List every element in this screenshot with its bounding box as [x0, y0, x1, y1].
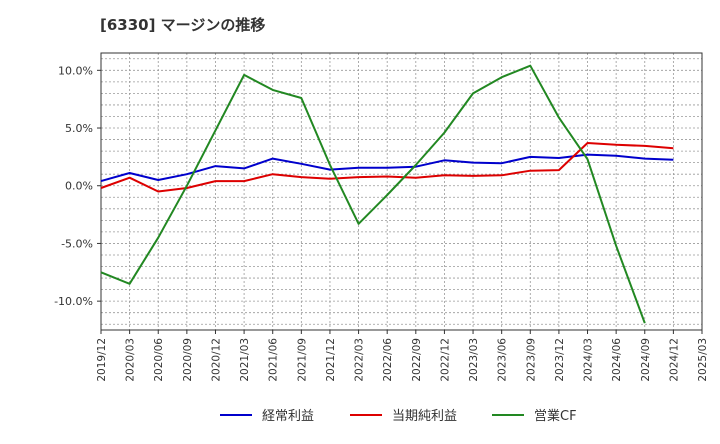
- series-line-2: [100, 142, 674, 193]
- x-tick-label: 2022/09: [411, 338, 423, 382]
- series-lines: [100, 64, 674, 324]
- x-tick-label: 2024/09: [640, 338, 652, 382]
- axes: 10.0% 5.0% 0.0% -5.0% -10.0% 2019/12 2020/03 20…: [54, 52, 709, 382]
- series-line-1: [100, 153, 674, 183]
- y-tick-label: 0.0%: [65, 180, 93, 193]
- x-tick-label: 2022/06: [382, 338, 394, 382]
- x-tick-label: 2024/03: [583, 338, 595, 382]
- legend-label-3: 営業CF: [534, 408, 577, 424]
- y-tick-label: 10.0%: [58, 64, 93, 77]
- x-tick-label: 2023/03: [468, 338, 480, 382]
- legend-label-2: 当期純利益: [392, 409, 457, 424]
- x-tick-label: 2025/03: [697, 338, 709, 382]
- x-tick-label: 2024/06: [611, 338, 623, 382]
- x-tick-label: 2022/12: [439, 338, 451, 382]
- x-tick-label: 2020/03: [125, 338, 137, 382]
- x-tick-label: 2021/03: [239, 338, 251, 382]
- x-tick-label: 2019/12: [96, 338, 108, 382]
- x-tick-label: 2020/12: [210, 338, 222, 382]
- x-tick-label: 2023/09: [525, 338, 537, 382]
- legend: 経常利益 当期純利益 営業CF: [220, 408, 577, 424]
- x-tick-label: 2024/12: [668, 338, 680, 382]
- x-tick-label: 2020/09: [182, 338, 194, 382]
- series-line-3: [100, 64, 646, 324]
- plot-frame: [100, 52, 703, 331]
- x-tick-label: 2021/12: [325, 338, 337, 382]
- x-tick-label: 2020/06: [153, 338, 165, 382]
- legend-label-1: 経常利益: [262, 409, 314, 424]
- x-tick-label: 2021/09: [296, 338, 308, 382]
- x-tick-label: 2022/03: [354, 338, 366, 382]
- x-tick-label: 2023/06: [497, 338, 509, 382]
- y-tick-label: 5.0%: [65, 122, 93, 135]
- grid: [100, 53, 703, 330]
- chart-title: [6330] マージンの推移: [100, 16, 266, 34]
- x-tick-label: 2021/06: [268, 338, 280, 382]
- x-tick-label: 2023/12: [554, 338, 566, 382]
- y-tick-label: -10.0%: [54, 295, 93, 308]
- y-tick-label: -5.0%: [61, 237, 93, 250]
